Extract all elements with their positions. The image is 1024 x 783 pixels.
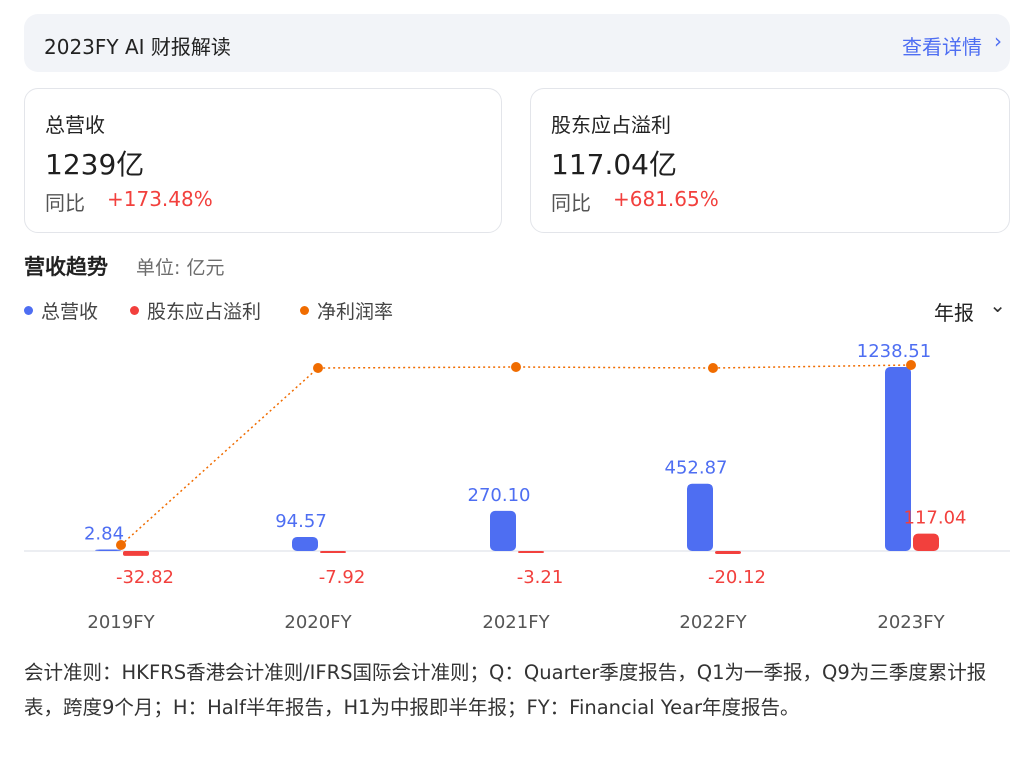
profit-bar [913,533,939,551]
chevron-right-icon[interactable]: › [994,29,1002,53]
revenue-data-label: 270.10 [468,485,531,506]
revenue-yoy-label: 同比 [45,191,85,215]
net-margin-point [511,362,521,372]
revenue-bar [292,536,318,551]
net-margin-line [120,364,912,546]
profit-bar [518,551,544,553]
trend-unit-label: 单位: 亿元 [136,257,225,279]
revenue-data-label: 452.87 [665,458,728,479]
profit-bar [320,551,346,553]
revenue-card: 总营收 1239亿 同比 +173.48% [24,88,502,233]
legend-item-margin[interactable]: 净利润率 [300,297,393,324]
period-select[interactable]: 年报 [934,301,974,325]
report-header-bar: 2023FY AI 财报解读 查看详情 › [24,14,1010,72]
legend-dot-icon [130,306,139,315]
legend-label: 总营收 [41,301,99,323]
profit-bar [123,551,149,556]
revenue-data-label: 94.57 [275,511,327,532]
x-axis-tick-label: 2020FY [284,612,352,633]
profit-yoy-value: +681.65% [613,187,719,211]
profit-card: 股东应占溢利 117.04亿 同比 +681.65% [530,88,1010,233]
net-margin-point [313,363,323,373]
net-margin-point [906,360,916,370]
x-axis-tick-label: 2019FY [87,612,155,633]
profit-value: 117.04亿 [551,148,677,181]
revenue-value: 1239亿 [45,148,145,181]
legend-label: 股东应占溢利 [147,301,262,323]
accounting-footnote: 会计准则：HKFRS香港会计准则/IFRS国际会计准则；Q：Quarter季度报… [24,661,987,719]
revenue-bar [95,549,121,551]
trend-section-title: 营收趋势 [24,255,108,279]
revenue-bar [490,510,516,551]
net-margin-point [116,540,126,550]
legend-dot-icon [24,306,33,315]
legend-dot-icon [300,306,309,315]
chevron-down-icon[interactable]: ⌄ [989,293,1006,317]
profit-yoy-label: 同比 [551,191,591,215]
revenue-trend-chart: 2.84 -32.82 2019FY 94.57 -7.92 2020FY 270.10 -3… [24,341,1010,633]
profit-data-label: 117.04 [904,508,967,529]
revenue-data-label: 2.84 [84,524,124,545]
x-axis-tick-label: 2021FY [482,612,550,633]
profit-data-label: -3.21 [517,567,564,588]
legend-item-revenue[interactable]: 总营收 [24,297,98,324]
report-title: 2023FY AI 财报解读 [44,35,231,59]
legend-label: 净利润率 [317,301,394,323]
revenue-bar [885,367,911,551]
revenue-label: 总营收 [45,113,105,137]
x-axis-tick-label: 2023FY [877,612,945,633]
profit-label: 股东应占溢利 [551,113,671,137]
profit-data-label: -7.92 [319,567,366,588]
revenue-bar [687,483,713,551]
profit-data-label: -32.82 [116,567,174,588]
net-margin-point [708,363,718,373]
legend-item-profit[interactable]: 股东应占溢利 [130,297,261,324]
revenue-data-label: 1238.51 [857,341,931,362]
profit-bar [715,551,741,554]
profit-data-label: -20.12 [708,567,766,588]
view-details-link[interactable]: 查看详情 [902,35,982,59]
revenue-yoy-value: +173.48% [107,187,213,211]
x-axis-tick-label: 2022FY [679,612,747,633]
